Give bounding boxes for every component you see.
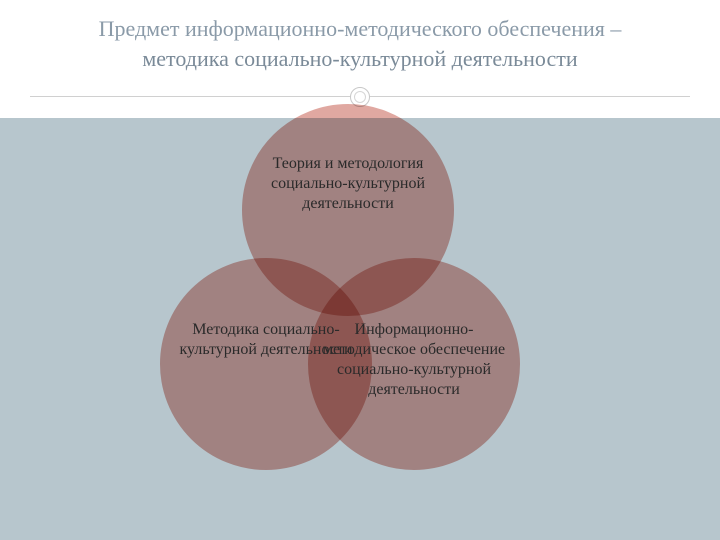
venn-label-top: Теория и методология социально-культурно… bbox=[256, 154, 440, 214]
slide-title: Предмет информационно-методического обес… bbox=[0, 0, 720, 83]
venn-label-left: Методика социально-культурной деятельнос… bbox=[174, 320, 358, 360]
venn-diagram: Теория и методология социально-культурно… bbox=[0, 118, 720, 540]
diagram-canvas: Теория и методология социально-культурно… bbox=[0, 118, 720, 540]
title-line-2: методика социально-культурной деятельнос… bbox=[40, 44, 680, 74]
title-line-1: Предмет информационно-методического обес… bbox=[40, 14, 680, 44]
